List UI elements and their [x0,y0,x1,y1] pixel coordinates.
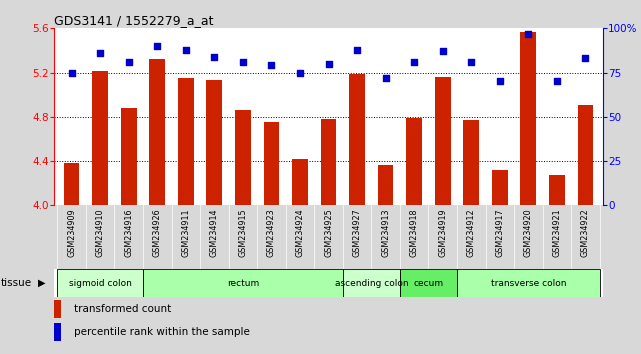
Bar [143,269,343,297]
Bar [400,269,457,297]
Text: ascending colon: ascending colon [335,279,408,288]
Text: cecum: cecum [413,279,444,288]
Point [352,47,362,52]
Bar [121,108,137,205]
Bar [492,170,508,205]
Text: percentile rank within the sample: percentile rank within the sample [74,327,249,337]
Text: transverse colon: transverse colon [490,279,566,288]
Bar [149,59,165,205]
Point [124,59,134,65]
Point [523,31,533,36]
Text: GDS3141 / 1552279_a_at: GDS3141 / 1552279_a_at [54,14,214,27]
Text: GSM234927: GSM234927 [353,209,362,257]
Text: GSM234918: GSM234918 [410,209,419,257]
Text: ▶: ▶ [38,278,46,288]
Text: GSM234909: GSM234909 [67,209,76,257]
Text: GSM234917: GSM234917 [495,209,504,257]
Bar [549,176,565,205]
Bar [235,110,251,205]
Point [67,70,77,75]
Bar [92,72,108,205]
Bar [63,163,79,205]
Point [323,61,333,67]
Bar [178,78,194,205]
Text: GSM234919: GSM234919 [438,209,447,257]
Point [152,43,162,49]
Bar [206,80,222,205]
Bar [54,299,62,318]
Bar [349,74,365,205]
Text: GSM234921: GSM234921 [553,209,562,257]
Point [295,70,305,75]
Point [466,59,476,65]
Point [495,79,505,84]
Point [209,54,219,59]
Text: GSM234911: GSM234911 [181,209,190,257]
Bar [578,105,594,205]
Text: sigmoid colon: sigmoid colon [69,279,131,288]
Text: GSM234916: GSM234916 [124,209,133,257]
Bar [435,77,451,205]
Bar [320,119,337,205]
Text: transformed count: transformed count [74,304,171,314]
Text: rectum: rectum [227,279,259,288]
Point [552,79,562,84]
Point [381,75,391,81]
Point [409,59,419,65]
Text: GSM234922: GSM234922 [581,209,590,257]
Bar [378,165,394,205]
Bar [520,32,536,205]
Text: tissue: tissue [1,278,32,288]
Bar [292,159,308,205]
Text: GSM234915: GSM234915 [238,209,247,257]
Text: GSM234926: GSM234926 [153,209,162,257]
Text: GSM234914: GSM234914 [210,209,219,257]
Text: GSM234925: GSM234925 [324,209,333,257]
Text: GSM234920: GSM234920 [524,209,533,257]
Point [181,47,191,52]
Point [238,59,248,65]
Text: GSM234910: GSM234910 [96,209,104,257]
Bar [406,118,422,205]
Point [266,63,276,68]
Bar [263,122,279,205]
Text: GSM234912: GSM234912 [467,209,476,257]
Text: GSM234913: GSM234913 [381,209,390,257]
Bar [457,269,600,297]
Bar [463,120,479,205]
Text: GSM234924: GSM234924 [296,209,304,257]
Bar [54,323,62,341]
Text: GSM234923: GSM234923 [267,209,276,257]
Bar [57,269,143,297]
Bar [343,269,400,297]
Point [95,50,105,56]
Point [580,56,590,61]
Point [438,48,448,54]
